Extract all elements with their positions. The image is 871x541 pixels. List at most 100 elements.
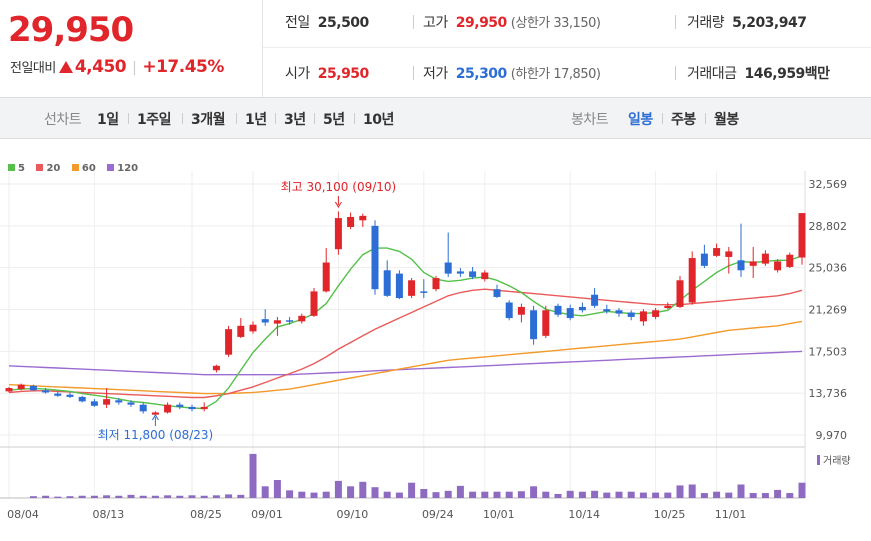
volume-bar	[383, 491, 391, 498]
volume-bar	[127, 494, 135, 498]
candle-body	[249, 324, 257, 332]
price-summary: 29,950 전일대비 4,450 | +17.45%	[0, 0, 263, 98]
price-info-table: 전일 25,500 고가 29,950 (상한가 33,150) 거래량 5,203,9…	[263, 0, 871, 98]
volume-bar	[639, 492, 647, 498]
high-label: 고가	[423, 15, 448, 31]
candle-body	[322, 262, 330, 292]
volume-bar	[505, 491, 513, 498]
volume-bar	[115, 495, 123, 498]
volume-bar	[615, 491, 623, 498]
change-percent: +17.45%	[142, 57, 224, 77]
tab-3year[interactable]: 3년	[284, 112, 306, 128]
candle-body	[652, 310, 660, 317]
volume-bar	[78, 495, 86, 498]
volume-bar	[432, 492, 440, 498]
high-price: 고가 29,950 (상한가 33,150)	[423, 12, 601, 32]
candle-body	[664, 305, 672, 309]
candle-body	[286, 320, 294, 322]
candle-body	[310, 291, 318, 316]
tab-weekly[interactable]: 주봉	[671, 112, 696, 128]
candlestick-chart[interactable]: 32,569 28,802 25,036 21,269 17,503 13,736 9,97…	[0, 141, 871, 541]
x-tick-label: 08/13	[93, 508, 125, 521]
candle-body	[212, 365, 220, 371]
tab-1day[interactable]: 1일	[97, 112, 119, 128]
legend-label: 60	[81, 163, 96, 174]
ma20-line	[8, 288, 803, 399]
tab-daily[interactable]: 일봉	[628, 112, 653, 128]
tab-divider	[354, 113, 355, 124]
tab-1year[interactable]: 1년	[245, 112, 267, 128]
x-tick-label: 09/10	[337, 508, 369, 521]
candle-body	[505, 302, 513, 319]
candle-body	[273, 320, 281, 324]
divider	[413, 66, 414, 80]
prev-close-label: 전일	[285, 15, 310, 31]
candle-body	[127, 402, 135, 405]
volume-bar	[786, 493, 794, 498]
candle-body	[749, 261, 757, 266]
candle-body	[371, 225, 379, 290]
ma5-line	[8, 247, 803, 410]
tab-10year[interactable]: 10년	[363, 112, 394, 128]
candle-body	[103, 399, 111, 405]
volume-bar	[371, 487, 379, 498]
open-value: 25,950	[317, 66, 370, 82]
candle-body	[29, 385, 37, 391]
tab-1week[interactable]: 1주일	[137, 112, 172, 128]
candle-body	[615, 310, 623, 314]
volume-bar	[334, 480, 342, 498]
volume-bar	[29, 496, 37, 498]
candle-body	[554, 305, 562, 315]
volume-bar	[139, 495, 147, 498]
candle-body	[627, 312, 635, 317]
tab-5year[interactable]: 5년	[323, 112, 345, 128]
x-tick-label: 10/14	[568, 508, 600, 521]
legend-swatch	[107, 164, 115, 171]
candle-body	[164, 404, 172, 413]
y-tick-label: 17,503	[809, 345, 848, 358]
tab-3month[interactable]: 3개월	[191, 112, 226, 128]
volume-bar	[542, 491, 550, 498]
volume-bar	[469, 491, 477, 498]
candle-body	[151, 412, 159, 415]
legend-swatch	[8, 164, 15, 171]
candle-body	[481, 272, 489, 280]
volume-bar	[554, 493, 562, 498]
chart-grid	[0, 171, 806, 499]
candle-body	[188, 406, 196, 410]
annotation-low: 최저 11,800 (08/23)	[98, 428, 214, 442]
amount-unit: 백만	[804, 66, 830, 82]
candle-body	[225, 329, 233, 355]
y-tick-label: 25,036	[809, 262, 848, 275]
candle-body	[408, 280, 416, 296]
volume-bar	[456, 485, 464, 498]
tab-monthly[interactable]: 월봉	[714, 112, 739, 128]
candle-body	[786, 254, 794, 267]
high-value: 29,950	[455, 15, 508, 31]
volume-bar	[200, 495, 208, 498]
candle-body	[578, 306, 586, 311]
high-arrowhead-icon	[334, 201, 342, 208]
volume-bar	[225, 494, 233, 498]
tab-divider	[275, 113, 276, 124]
amount-label: 거래대금	[687, 66, 737, 82]
change-label: 전일대비	[10, 61, 56, 76]
ma60-line	[8, 320, 803, 395]
volume-bar	[530, 486, 538, 498]
info-row-divider	[263, 47, 871, 48]
volume: 거래량 5,203,947	[687, 12, 807, 32]
legend-swatch	[71, 164, 79, 171]
candle-body	[444, 262, 452, 274]
candle-body	[713, 248, 721, 256]
legend-label: 120	[117, 163, 139, 174]
y-tick-label: 13,736	[809, 387, 848, 400]
candle-body	[334, 218, 342, 250]
chart-period-tabs: 선차트 1일 1주일 3개월 1년 3년 5년 10년 봉차트 일봉 주봉 월봉	[0, 98, 871, 139]
candle-body	[66, 394, 74, 397]
candle-body	[139, 404, 147, 412]
candle-body	[42, 390, 50, 393]
volume-bar	[322, 491, 330, 498]
ma120-line	[8, 350, 803, 376]
volume-bar	[103, 495, 111, 498]
volume-bar	[517, 491, 525, 498]
